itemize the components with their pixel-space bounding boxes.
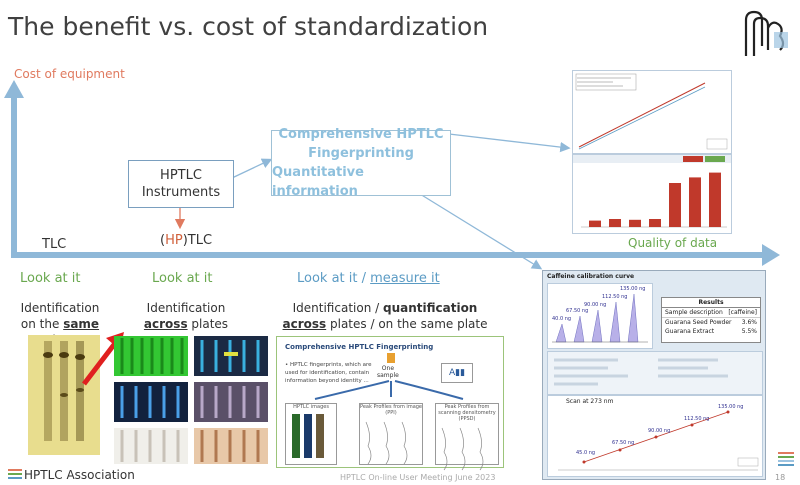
plate-uv-dark: [194, 336, 268, 376]
plate-grey: [194, 382, 268, 422]
comprehensive-box: Comprehensive HPTLC Fingerprinting Quant…: [271, 127, 451, 199]
comprehensive-line2: Fingerprinting: [308, 146, 414, 161]
inset-bar-chart: [572, 154, 732, 234]
plate-icon: A ▮▮: [441, 363, 473, 383]
slide-title: The benefit vs. cost of standardization: [8, 12, 489, 41]
footer-meeting: HPTLC On-line User Meeting June 2023: [340, 473, 496, 482]
footer-logo: HPTLC Association: [8, 468, 135, 482]
plate-tan: [194, 428, 268, 464]
association-logo-icon: [744, 10, 788, 56]
inset-line-chart: [572, 70, 732, 154]
footer-stripes-icon: [778, 452, 794, 466]
plate-blue: [114, 382, 188, 422]
ppsd-box: Peak Profiles from scanning densitometry…: [435, 403, 499, 471]
y-axis-label: Cost of equipment: [14, 67, 125, 81]
fingerprint-bullet: • HPTLC fingerprints, which are used for…: [285, 362, 372, 384]
arrow-comprehensive-to-panel: [419, 193, 543, 270]
x-axis-arrowhead: [762, 244, 780, 266]
inset-bar-1: [589, 220, 601, 227]
col1-heading: Look at it: [20, 271, 81, 286]
inset-bar-3: [629, 219, 641, 227]
calibration-title: Caffeine calibration curve: [547, 273, 635, 280]
hptlc-tlc-label: (HP)TLC: [160, 233, 213, 248]
plate-green: [114, 336, 188, 376]
inset-bar-4: [649, 219, 661, 227]
plate-grid: [114, 336, 272, 468]
inset-bar-7: [709, 172, 721, 227]
parameter-area: [547, 351, 763, 395]
hptlc-instruments-line2: Instruments: [141, 185, 221, 200]
arrow-comprehensive-to-chart: [448, 133, 571, 153]
inset-bar-5: [669, 183, 681, 227]
fingerprint-panel: Comprehensive HPTLC Fingerprinting • HPT…: [276, 336, 504, 471]
col3-text: Identification / quantification across p…: [282, 301, 488, 331]
inset-bar-chart-svg: [573, 155, 731, 228]
inset-bar-6: [689, 177, 701, 227]
comprehensive-line1: Comprehensive HPTLC: [278, 127, 444, 142]
peaks-chart: 40.0 ng 67.50 ng 90.00 ng 112.50 ng 135.…: [547, 283, 653, 349]
col2-heading: Look at it: [152, 271, 213, 286]
y-axis-arrowhead: [4, 80, 24, 98]
tlc-label: TLC: [42, 237, 67, 252]
calibration-panel: Caffeine calibration curve 40.0 ng 67.50…: [542, 270, 766, 480]
sample-vial-icon: [387, 353, 395, 363]
association-mini-icon: [8, 469, 22, 479]
fingerprint-arrows: [314, 380, 464, 400]
tlc-plate-image: [28, 335, 100, 455]
results-table: Results Sample description [caffeine] Gua…: [661, 297, 761, 343]
comprehensive-line3: Quantitative information: [272, 165, 364, 199]
hptlc-instruments-line1: HPTLC: [160, 168, 202, 183]
fingerprint-panel-title: Comprehensive HPTLC Fingerprinting: [285, 343, 434, 351]
inset-line-chart-svg: [575, 73, 728, 150]
col2-text: Identification across plates: [143, 301, 229, 331]
page-number: 18: [775, 473, 786, 482]
inset-bar-2: [609, 219, 621, 227]
ppi-box: Peak Profiles from image (PPI): [359, 403, 423, 465]
plate-white: [114, 428, 188, 464]
hptlc-instruments-box: HPTLC Instruments: [128, 160, 234, 208]
hptlc-images-box: HPTLC images: [285, 403, 337, 465]
arrow-instruments-to-comprehensive: [231, 158, 273, 179]
col3-heading: Look at it / measure it: [297, 271, 440, 286]
footer-logo-text: HPTLC Association: [24, 468, 135, 482]
one-sample-label: One sample: [377, 365, 399, 379]
curve-chart: Scan at 273 nm 45.0 ng 67.50 ng 90.00 ng…: [547, 395, 763, 477]
x-axis-label: Quality of data: [628, 236, 718, 250]
